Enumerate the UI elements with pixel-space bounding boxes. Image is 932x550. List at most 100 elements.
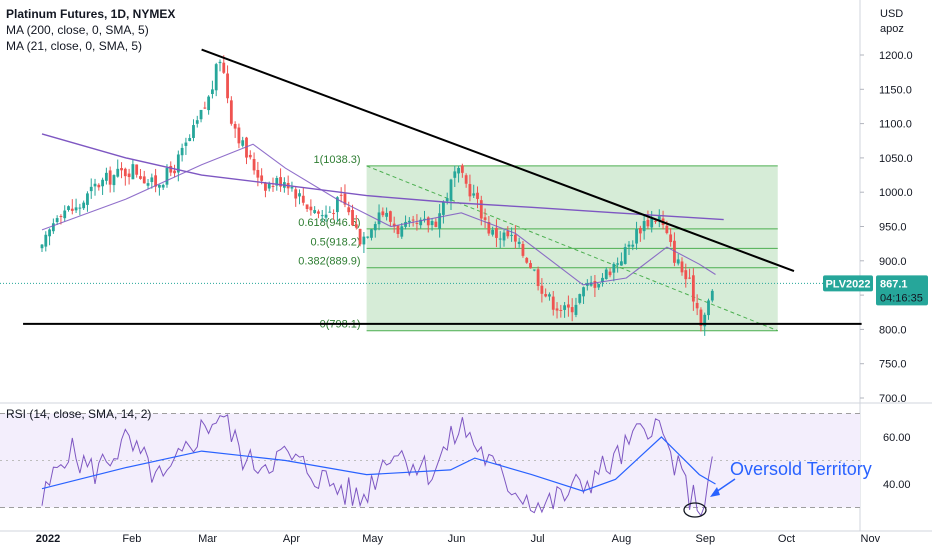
price-tick-label: 950.0 <box>879 222 907 234</box>
candle-up <box>211 89 214 95</box>
candle-up <box>313 210 317 213</box>
candle-up <box>104 172 108 181</box>
time-tick-label: Apr <box>283 533 300 545</box>
candle-up <box>563 305 567 310</box>
candle-up <box>93 183 97 187</box>
candle-up <box>612 263 616 273</box>
candle-down <box>464 175 468 184</box>
candle-up <box>510 234 513 236</box>
candle-down <box>476 192 479 199</box>
price-tick-label: 1000.0 <box>879 187 913 199</box>
candle-up <box>180 147 184 156</box>
candle-down <box>351 209 354 226</box>
candle-down <box>555 308 559 311</box>
candle-down <box>691 275 695 302</box>
candle-down <box>479 200 483 219</box>
time-tick-label: Jul <box>531 533 545 545</box>
candle-up <box>604 269 608 279</box>
candle-up <box>582 287 585 297</box>
legend-ma21[interactable]: MA (21, close, 0, SMA, 5) <box>6 39 143 53</box>
candle-down <box>142 176 146 184</box>
candle-up <box>457 167 460 174</box>
candle-down <box>226 73 229 99</box>
candle-up <box>199 109 203 120</box>
annotation-arrow-head <box>710 487 720 497</box>
candle-up <box>404 221 407 227</box>
candle-down <box>559 309 563 311</box>
candle-up <box>207 96 211 111</box>
candle-up <box>328 211 332 213</box>
fib-label-0.5: 0.5(918.2) <box>310 236 360 248</box>
candle-down <box>252 159 256 171</box>
fib-diagonal <box>366 165 778 332</box>
candle-down <box>354 224 358 228</box>
candle-down <box>521 243 525 256</box>
price-tick-label: 1150.0 <box>879 84 912 96</box>
candle-down <box>540 285 544 294</box>
candle-down <box>343 193 347 205</box>
candle-down <box>301 195 305 203</box>
candle-down <box>260 175 264 181</box>
time-tick-label: Nov <box>861 533 881 545</box>
candle-down <box>59 216 63 218</box>
candle-down <box>248 154 252 158</box>
candle-up <box>290 187 294 189</box>
candle-up <box>298 193 301 197</box>
rsi-tick-label: 60.00 <box>883 432 911 444</box>
candle-down <box>513 234 517 242</box>
candle-up <box>44 234 48 247</box>
symbol-title: Platinum Futures, 1D, NYMEX <box>6 7 176 21</box>
candle-down <box>570 307 574 313</box>
candle-up <box>491 229 495 235</box>
candle-up <box>40 244 44 249</box>
legend-symbol[interactable]: Platinum Futures, 1D, NYMEX <box>6 7 175 22</box>
candle-up <box>601 277 604 283</box>
candle-down <box>688 277 691 279</box>
candle-up <box>241 140 245 146</box>
candle-up <box>438 213 442 229</box>
candle-down <box>506 231 510 237</box>
last-price-label: 867.1 <box>880 278 908 290</box>
candle-down <box>646 219 650 227</box>
candle-up <box>623 247 627 264</box>
candle-up <box>161 184 165 188</box>
candle-up <box>616 263 620 265</box>
price-tick-label: 800.0 <box>879 324 907 336</box>
rsi-line <box>41 414 713 517</box>
time-tick-label: Aug <box>612 533 632 545</box>
candle-up <box>676 259 680 264</box>
candle-up <box>385 212 389 217</box>
fib-label-0.382: 0.382(889.9) <box>298 256 360 268</box>
ticker-badge-label: PLV2022 <box>825 278 870 290</box>
candle-down <box>551 296 555 310</box>
candle-up <box>267 183 271 189</box>
candle-up <box>51 223 55 232</box>
candle-up <box>574 304 578 315</box>
candle-down <box>381 211 385 216</box>
candle-up <box>631 244 635 247</box>
candle-up <box>703 314 707 327</box>
candle-down <box>529 263 532 269</box>
candle-down <box>135 164 139 175</box>
candle-up <box>400 226 404 237</box>
candle-down <box>684 270 688 280</box>
candle-down <box>487 221 491 234</box>
candle-down <box>256 169 260 178</box>
candle-up <box>442 202 445 215</box>
candle-up <box>650 218 654 228</box>
candle-down <box>305 204 309 210</box>
oversold-circle <box>683 502 707 518</box>
candle-up <box>55 218 59 223</box>
candle-up <box>74 207 78 211</box>
candle-up <box>449 179 453 201</box>
time-tick-label: Oct <box>778 533 795 545</box>
candle-up <box>67 206 70 210</box>
candle-up <box>82 202 86 209</box>
candle-up <box>101 179 104 187</box>
candle-up <box>498 238 502 240</box>
legend-rsi[interactable]: RSI (14, close, SMA, 14, 2) <box>6 407 152 421</box>
legend-ma200[interactable]: MA (200, close, 0, SMA, 5) <box>6 23 149 37</box>
candle-up <box>218 61 222 64</box>
candle-down <box>108 170 112 185</box>
